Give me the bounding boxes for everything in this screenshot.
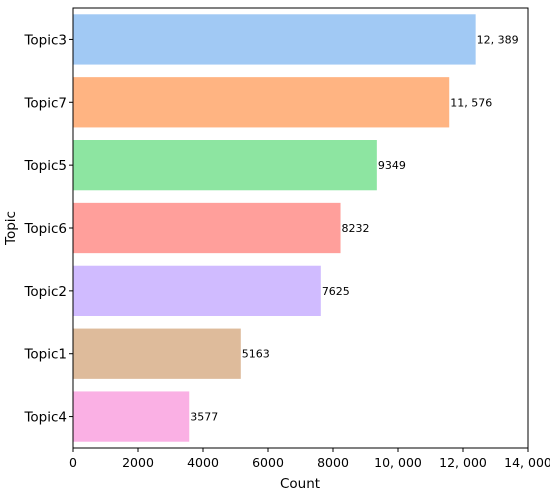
data-label-topic3: 12, 389 (477, 33, 519, 46)
x-tick-label: 6000 (252, 455, 284, 470)
data-label-topic5: 9349 (378, 159, 406, 172)
category-label-topic4: Topic4 (23, 410, 67, 426)
x-tick-label: 2000 (122, 455, 154, 470)
category-label-topic6: Topic6 (23, 221, 67, 237)
bar-topic4 (73, 391, 190, 442)
x-axis-title: Count (280, 476, 320, 492)
category-label-topic3: Topic3 (23, 32, 67, 48)
x-tick-label: 10, 000 (374, 455, 422, 470)
x-axis-ticks: 0 2000 4000 6000 8000 10, 000 12, 000 14, 000 (69, 448, 550, 470)
bars-group: 12, 389 11, 576 9349 8232 7625 5163 3577 (73, 14, 519, 442)
bar-topic1 (73, 328, 241, 379)
bar-topic5 (73, 140, 377, 191)
category-labels: Topic3 Topic7 Topic5 Topic6 Topic2 Topic1 Topi… (23, 32, 73, 426)
x-tick-label: 4000 (187, 455, 219, 470)
data-label-topic2: 7625 (322, 285, 350, 298)
category-label-topic1: Topic1 (23, 347, 67, 363)
x-tick-label: 0 (69, 455, 77, 470)
x-tick-label: 12, 000 (439, 455, 487, 470)
data-label-topic1: 5163 (242, 348, 270, 361)
bar-topic3 (73, 14, 476, 65)
category-label-topic2: Topic2 (23, 284, 67, 300)
bar-topic2 (73, 265, 321, 316)
plot-frame (72, 7, 529, 449)
x-tick-label: 14, 000 (504, 455, 550, 470)
category-label-topic5: Topic5 (23, 158, 67, 174)
data-label-topic4: 3577 (190, 411, 218, 424)
y-axis-title: Topic (3, 211, 19, 246)
data-label-topic6: 8232 (342, 222, 370, 235)
bar-topic7 (73, 77, 450, 128)
category-label-topic7: Topic7 (23, 95, 67, 111)
data-label-topic7: 11, 576 (450, 96, 492, 109)
x-tick-label: 8000 (317, 455, 349, 470)
bar-topic6 (73, 202, 341, 254)
